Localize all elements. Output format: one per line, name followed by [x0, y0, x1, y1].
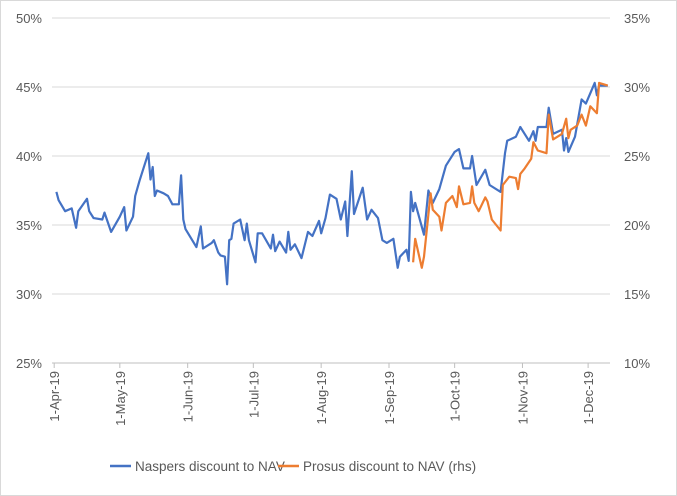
x-tick-label: 1-Aug-19	[314, 371, 329, 424]
x-tick-label: 1-Sep-19	[382, 371, 397, 424]
gridlines	[52, 17, 610, 295]
x-tick-label: 1-Dec-19	[581, 371, 596, 424]
right-tick-label: 25%	[624, 149, 650, 164]
naspers-series-line	[55, 81, 608, 286]
series-lines	[55, 81, 609, 286]
x-tick-label: 1-Oct-19	[448, 371, 463, 422]
legend: Naspers discount to NAV Prosus discount …	[110, 459, 476, 474]
x-tick-label: 1-Apr-19	[47, 371, 62, 422]
prosus-series-line	[412, 81, 609, 269]
left-tick-label: 35%	[16, 218, 42, 233]
x-tick-label: 1-Jun-19	[181, 371, 196, 422]
right-tick-label: 15%	[624, 287, 650, 302]
left-tick-label: 40%	[16, 149, 42, 164]
legend-label-prosus: Prosus discount to NAV (rhs)	[303, 459, 476, 474]
left-axis-labels: 25% 30% 35% 40% 45% 50%	[16, 11, 42, 371]
right-tick-label: 10%	[624, 356, 650, 371]
x-tick-label: 1-May-19	[113, 371, 128, 426]
right-tick-label: 30%	[624, 80, 650, 95]
left-tick-label: 50%	[16, 11, 42, 26]
right-tick-label: 35%	[624, 11, 650, 26]
left-tick-label: 25%	[16, 356, 42, 371]
x-tick-label: 1-Jul-19	[246, 371, 261, 418]
left-tick-label: 45%	[16, 80, 42, 95]
legend-label-naspers: Naspers discount to NAV	[135, 459, 285, 474]
right-tick-label: 20%	[624, 218, 650, 233]
x-axis-ticks: 1-Apr-19 1-May-19 1-Jun-19 1-Jul-19 1-Aug-19…	[47, 363, 596, 426]
right-axis-labels: 10% 15% 20% 25% 30% 35%	[624, 11, 650, 371]
left-tick-label: 30%	[16, 287, 42, 302]
x-tick-label: 1-Nov-19	[515, 371, 530, 424]
